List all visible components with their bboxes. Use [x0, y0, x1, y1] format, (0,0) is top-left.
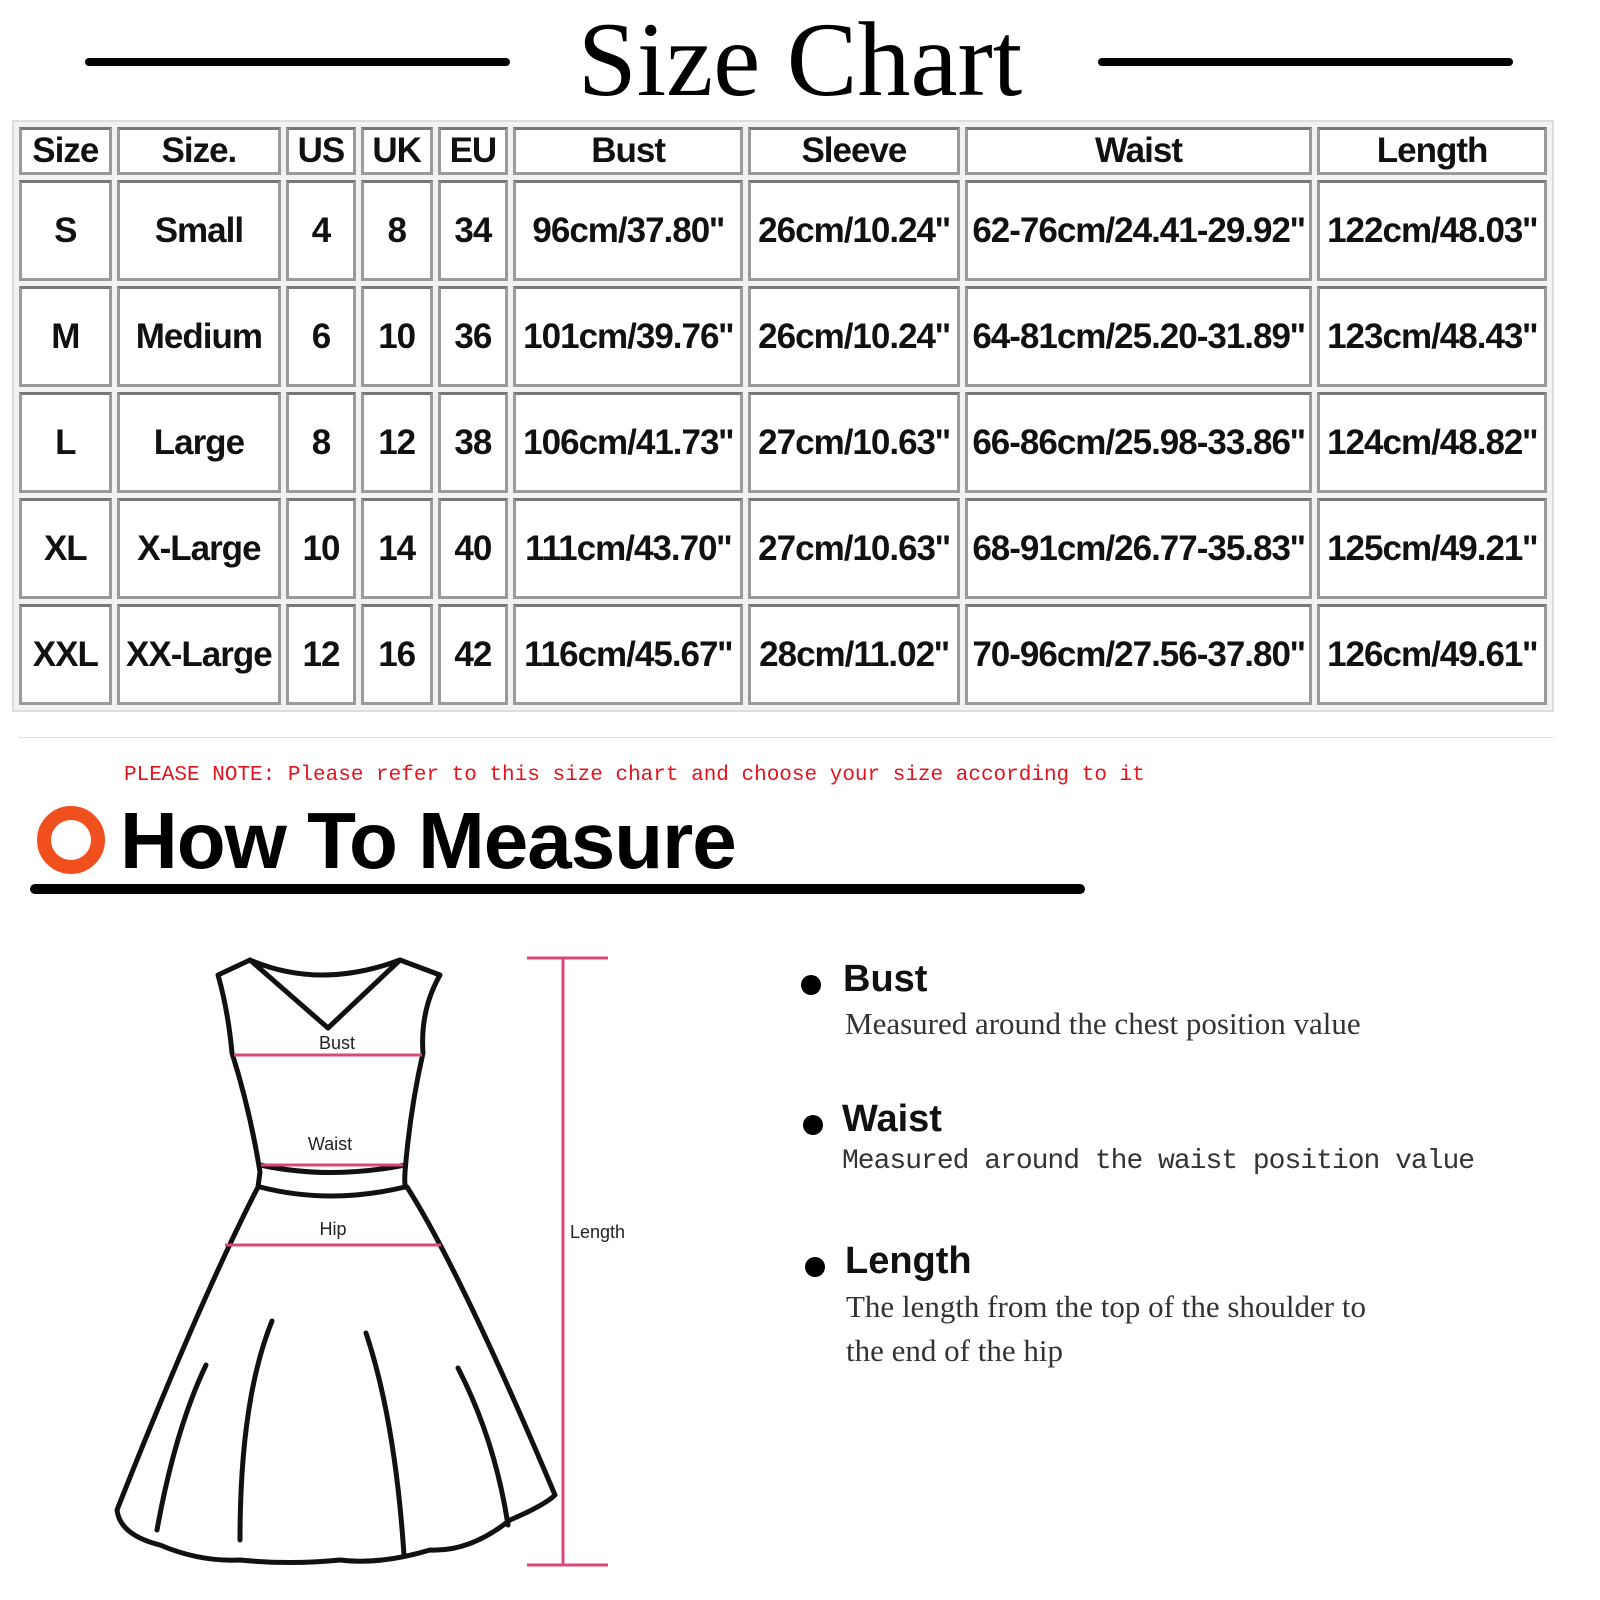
- table-cell: 10: [286, 498, 356, 599]
- table-header-row: Size Size. US UK EU Bust Sleeve Waist Le…: [19, 127, 1547, 175]
- bust-heading: Bust: [843, 958, 928, 1000]
- header-cell: Size.: [116, 127, 282, 175]
- waist-description: Measured around the waist position value: [842, 1146, 1475, 1177]
- table-row: XL X-Large 10 14 40 111cm/43.70'' 27cm/10.63''…: [19, 498, 1547, 599]
- table-cell: XX-Large: [116, 604, 282, 705]
- table-cell: Large: [116, 392, 282, 493]
- table-cell: 96cm/37.80'': [513, 180, 744, 281]
- table-cell: 111cm/43.70'': [513, 498, 744, 599]
- table-cell: 126cm/49.61'': [1317, 604, 1547, 705]
- table-cell: 70-96cm/27.56-37.80'': [964, 604, 1313, 705]
- header-cell: Size: [19, 127, 112, 175]
- table-cell: 6: [286, 286, 356, 387]
- table-cell: 106cm/41.73'': [513, 392, 744, 493]
- table-cell: Small: [116, 180, 282, 281]
- table-cell: 12: [360, 392, 433, 493]
- size-note: PLEASE NOTE: Please refer to this size c…: [124, 764, 1145, 787]
- waist-label: Waist: [308, 1134, 352, 1154]
- table-row: M Medium 6 10 36 101cm/39.76'' 26cm/10.24'' 64-…: [19, 286, 1547, 387]
- section-rule: [30, 884, 1085, 894]
- table-cell: 27cm/10.63'': [748, 392, 960, 493]
- header-cell: Bust: [513, 127, 744, 175]
- table-row: L Large 8 12 38 106cm/41.73'' 27cm/10.63'' 66-8…: [19, 392, 1547, 493]
- header-cell: Length: [1317, 127, 1547, 175]
- table-cell: 64-81cm/25.20-31.89'': [964, 286, 1313, 387]
- table-cell: 27cm/10.63'': [748, 498, 960, 599]
- table-cell: L: [19, 392, 112, 493]
- table-cell: S: [19, 180, 112, 281]
- table-cell: 62-76cm/24.41-29.92'': [964, 180, 1313, 281]
- table-cell: 34: [437, 180, 509, 281]
- table-row: XXL XX-Large 12 16 42 116cm/45.67'' 28cm/11.02…: [19, 604, 1547, 705]
- how-to-measure-title: How To Measure: [120, 796, 737, 885]
- header-cell: UK: [360, 127, 433, 175]
- table-cell: 68-91cm/26.77-35.83'': [964, 498, 1313, 599]
- measure-lines: [225, 956, 608, 1567]
- title-rule-left: [85, 58, 510, 66]
- table-cell: 124cm/48.82'': [1317, 392, 1547, 493]
- header-cell: US: [286, 127, 356, 175]
- table-cell: 16: [360, 604, 433, 705]
- table-cell: X-Large: [116, 498, 282, 599]
- bust-description: Measured around the chest position value: [845, 1006, 1361, 1041]
- page-title: Size Chart: [0, 0, 1600, 120]
- table-cell: 8: [360, 180, 433, 281]
- table-cell: 4: [286, 180, 356, 281]
- bullet-icon: [805, 1257, 825, 1277]
- header-cell: Sleeve: [748, 127, 960, 175]
- table-cell: 28cm/11.02'': [748, 604, 960, 705]
- table-cell: 26cm/10.24'': [748, 286, 960, 387]
- length-heading: Length: [845, 1240, 972, 1282]
- table-cell: 12: [286, 604, 356, 705]
- table-cell: 36: [437, 286, 509, 387]
- table-cell: 38: [437, 392, 509, 493]
- title-rule-right: [1098, 58, 1513, 66]
- header-cell: Waist: [964, 127, 1313, 175]
- table-cell: 122cm/48.03'': [1317, 180, 1547, 281]
- table-cell: 125cm/49.21'': [1317, 498, 1547, 599]
- table-cell: 10: [360, 286, 433, 387]
- bullet-icon: [803, 1115, 823, 1135]
- length-description-line-1: The length from the top of the shoulder …: [846, 1289, 1366, 1324]
- bullet-icon: [801, 975, 821, 995]
- length-description-line-2: the end of the hip: [846, 1333, 1063, 1368]
- table-cell: 116cm/45.67'': [513, 604, 744, 705]
- table-cell: 40: [437, 498, 509, 599]
- header-cell: EU: [437, 127, 509, 175]
- table-row: S Small 4 8 34 96cm/37.80'' 26cm/10.24'' 62-76c…: [19, 180, 1547, 281]
- waist-heading: Waist: [842, 1098, 942, 1140]
- hip-label: Hip: [319, 1219, 346, 1239]
- diagram-labels: Bust Waist Hip Length: [308, 1033, 625, 1242]
- length-label: Length: [570, 1222, 625, 1242]
- table-cell: 66-86cm/25.98-33.86'': [964, 392, 1313, 493]
- table-cell: 101cm/39.76'': [513, 286, 744, 387]
- page-title-text: Size Chart: [557, 1, 1043, 118]
- dress-outline: [114, 957, 558, 1565]
- divider: [18, 737, 1553, 738]
- table-cell: M: [19, 286, 112, 387]
- table-cell: 8: [286, 392, 356, 493]
- table-cell: XXL: [19, 604, 112, 705]
- table-cell: 14: [360, 498, 433, 599]
- size-table: Size Size. US UK EU Bust Sleeve Waist Le…: [12, 120, 1554, 712]
- table-cell: 42: [437, 604, 509, 705]
- table-cell: 123cm/48.43'': [1317, 286, 1547, 387]
- table-cell: 26cm/10.24'': [748, 180, 960, 281]
- table-cell: XL: [19, 498, 112, 599]
- table-cell: Medium: [116, 286, 282, 387]
- bust-label: Bust: [319, 1033, 355, 1053]
